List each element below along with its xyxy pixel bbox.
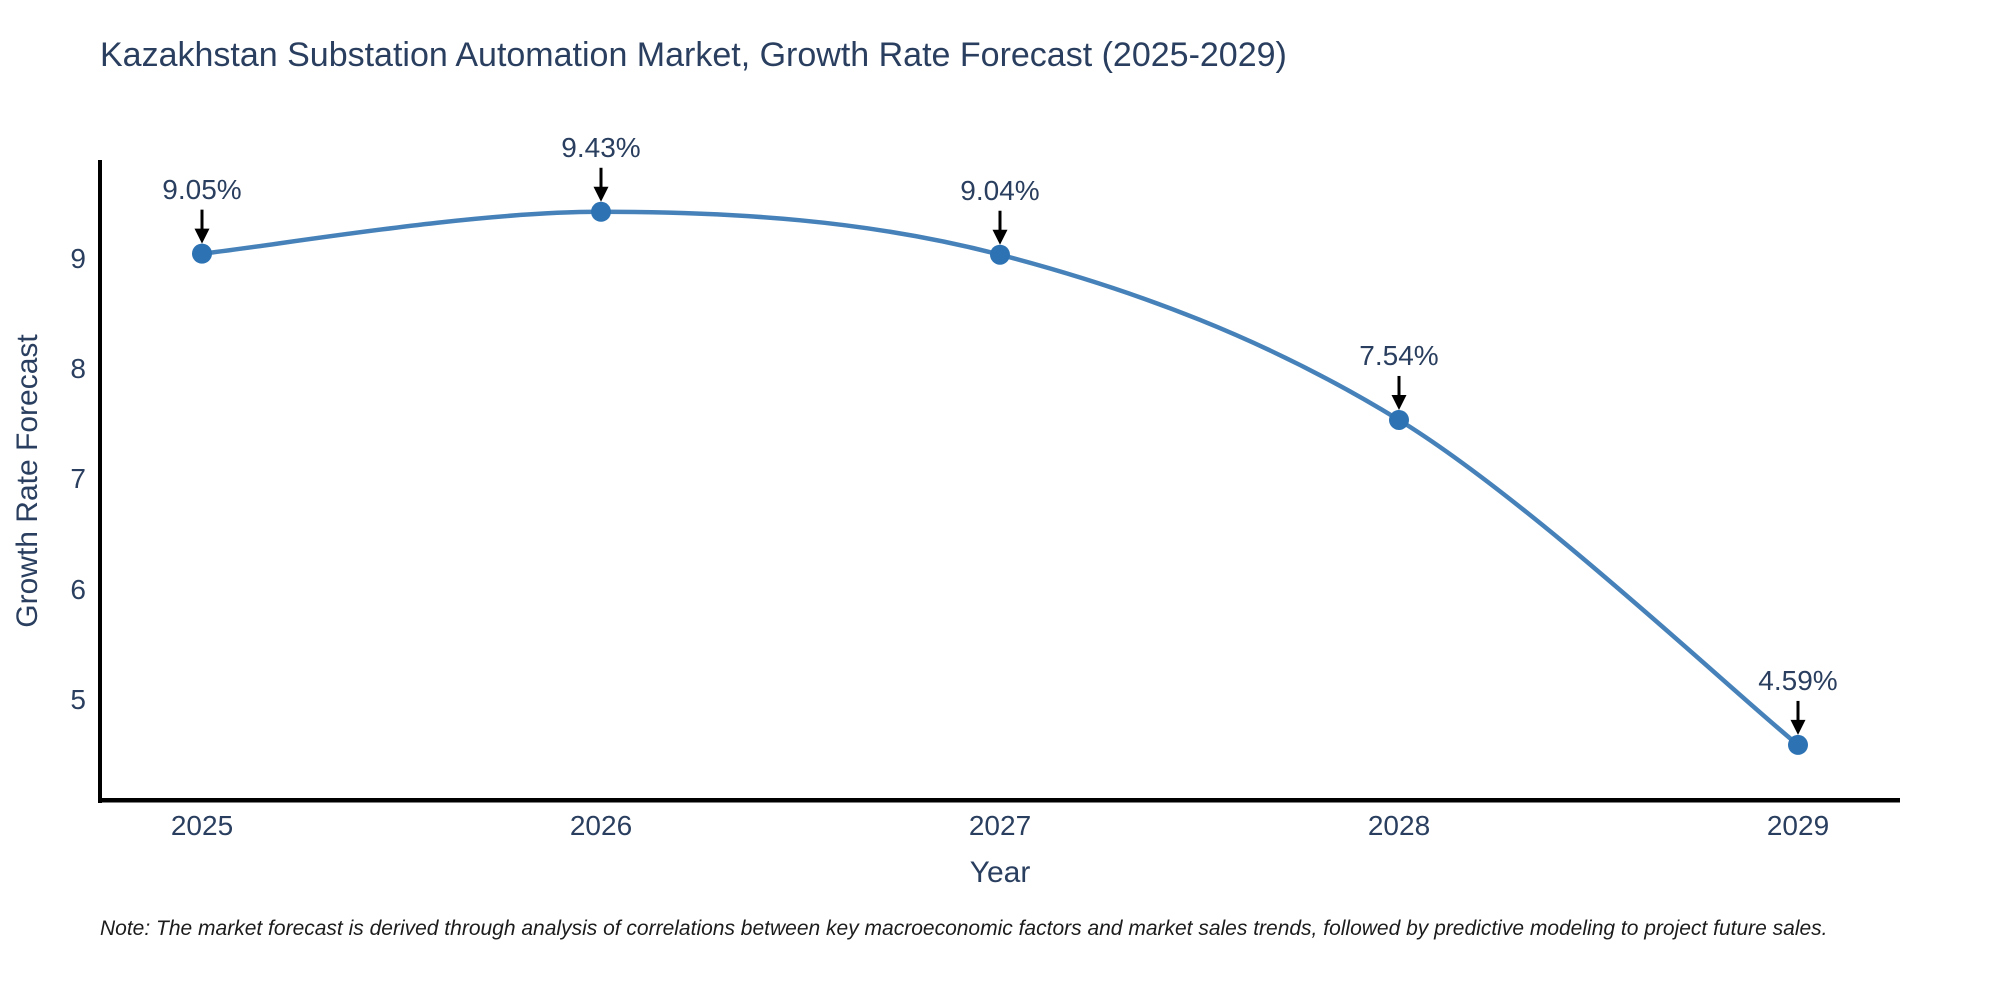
data-point-marker-2025[interactable] bbox=[192, 243, 212, 264]
y-axis-title: Growth Rate Forecast bbox=[11, 334, 44, 628]
data-point-marker-2029[interactable] bbox=[1788, 734, 1808, 755]
annotation-arrow-head bbox=[194, 228, 210, 244]
annotation-arrow-head bbox=[1391, 394, 1407, 410]
y-axis-line bbox=[98, 160, 102, 803]
chart-title: Kazakhstan Substation Automation Market,… bbox=[100, 36, 1287, 74]
annotation-arrow-head bbox=[992, 229, 1008, 245]
annotation-arrow-head bbox=[1790, 719, 1806, 735]
data-point-marker-2026[interactable] bbox=[591, 201, 611, 222]
trend-line bbox=[201, 209, 1800, 747]
x-axis-line bbox=[98, 798, 1900, 803]
annotation-arrow-head bbox=[593, 186, 609, 202]
x-axis-title: Year bbox=[969, 856, 1031, 889]
footnote: Note: The market forecast is derived thr… bbox=[100, 917, 1828, 940]
data-point-marker-2027[interactable] bbox=[990, 244, 1010, 265]
data-point-marker-2028[interactable] bbox=[1389, 409, 1409, 430]
